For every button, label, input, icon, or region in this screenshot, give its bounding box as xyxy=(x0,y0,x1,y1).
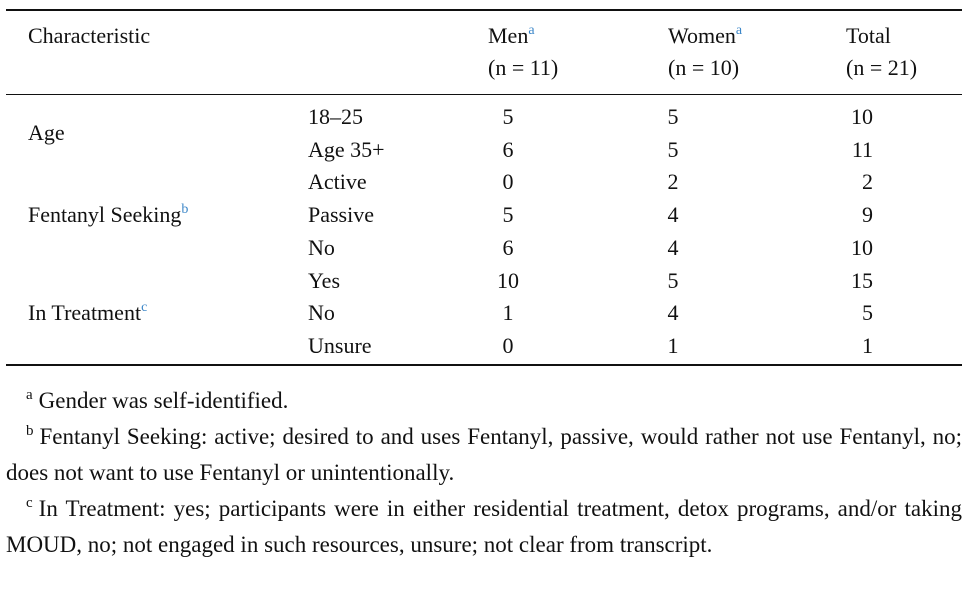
bottom-rule xyxy=(6,364,962,366)
row-level: No xyxy=(308,300,335,326)
row-level: Passive xyxy=(308,202,374,228)
row-level: Unsure xyxy=(308,332,372,358)
cell-value: 15 xyxy=(851,267,873,293)
footnote-ref: a xyxy=(735,23,743,38)
footnote: a Gender was self-identified. xyxy=(6,383,962,419)
cell-value: 5 xyxy=(667,136,679,162)
footnote-mark: b xyxy=(26,423,34,439)
cell-value: 10 xyxy=(497,267,519,293)
cell-value: 5 xyxy=(667,267,679,293)
cell-value: 10 xyxy=(851,234,873,260)
row-level: No xyxy=(308,234,335,260)
footnote-mark: a xyxy=(26,387,33,403)
cell-value: 4 xyxy=(667,202,679,228)
footnote-text: Gender was self-identified. xyxy=(38,388,289,413)
row-level: 18–25 xyxy=(308,104,363,129)
footnote-text: Fentanyl Seeking: active; desired to and… xyxy=(6,424,962,485)
cell-value: 5 xyxy=(502,202,514,228)
cell-value: 11 xyxy=(851,136,873,162)
cell-value: 2 xyxy=(862,169,873,195)
group-name: Age xyxy=(28,120,65,146)
cell-value: 2 xyxy=(667,169,679,195)
group-name: Fentanyl Seeking xyxy=(28,202,182,228)
column-header: Mena xyxy=(488,21,535,51)
footnote-ref: c xyxy=(141,300,148,316)
footnote-text: In Treatment: yes; participants were in … xyxy=(6,496,962,557)
cell-value: 6 xyxy=(502,136,514,162)
column-name: Total xyxy=(846,23,891,48)
cell-value: 5 xyxy=(502,104,514,129)
column-header: Womena xyxy=(668,21,742,51)
cell-value: 0 xyxy=(502,169,514,195)
header-characteristic: Characteristic xyxy=(28,23,151,48)
cell-value: 9 xyxy=(862,202,873,228)
row-level: Age 35+ xyxy=(308,136,385,162)
group-name: In Treatment xyxy=(28,300,142,326)
column-header: Total xyxy=(846,21,891,51)
row-level: Yes xyxy=(308,267,341,293)
column-name: Men xyxy=(488,23,529,48)
footnote-ref: b xyxy=(181,202,189,218)
column-n: (n = 11) xyxy=(488,55,559,80)
cell-value: 1 xyxy=(862,332,873,358)
cell-value: 4 xyxy=(667,300,679,326)
header-rule xyxy=(6,94,962,95)
footnote-mark: c xyxy=(26,495,33,511)
cell-value: 0 xyxy=(502,332,514,358)
cell-value: 6 xyxy=(502,234,514,260)
cell-value: 1 xyxy=(502,300,514,326)
row-level: Active xyxy=(308,169,367,195)
group-label: Age xyxy=(28,118,65,148)
cell-value: 4 xyxy=(667,234,679,260)
column-n: (n = 21) xyxy=(846,55,918,80)
top-rule xyxy=(6,9,962,11)
footnotes: a Gender was self-identified. b Fentanyl Se… xyxy=(6,383,962,563)
group-label: In Treatmentc xyxy=(28,298,147,328)
group-label: Fentanyl Seekingb xyxy=(28,200,188,230)
cell-value: 1 xyxy=(667,332,679,358)
column-n: (n = 10) xyxy=(668,55,740,80)
footnote-ref: a xyxy=(528,23,535,38)
footnote: b Fentanyl Seeking: active; desired to an… xyxy=(6,419,962,491)
cell-value: 5 xyxy=(862,300,873,326)
cell-value: 10 xyxy=(851,104,873,129)
footnote: c In Treatment: yes; participants were in… xyxy=(6,491,962,563)
cell-value: 5 xyxy=(667,104,679,129)
column-name: Women xyxy=(668,23,736,48)
